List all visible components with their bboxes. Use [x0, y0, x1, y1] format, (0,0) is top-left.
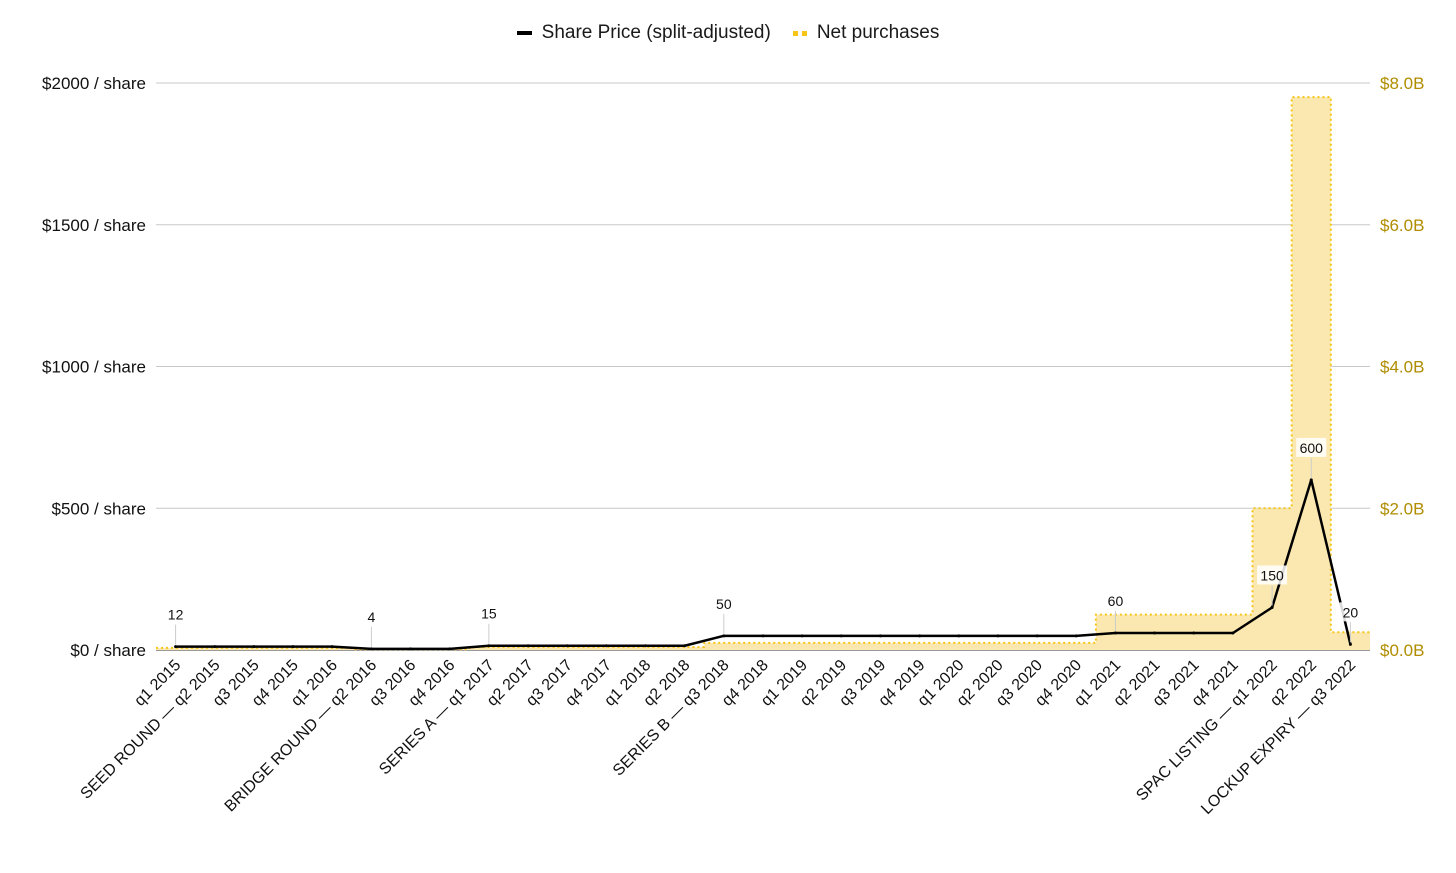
share-price-point — [722, 634, 726, 638]
data-label: 20 — [1343, 604, 1359, 620]
share-price-point — [448, 647, 452, 651]
share-price-point — [565, 644, 569, 648]
share-price-point — [800, 634, 804, 638]
legend-label-net-purchases: Net purchases — [816, 22, 940, 43]
y-right-tick-label: $2.0B — [1380, 499, 1424, 518]
data-label-bg — [1296, 437, 1327, 457]
share-price-point — [1074, 634, 1078, 638]
data-labels: 12 4 15 50 60 150 600 20 — [164, 437, 1362, 647]
data-label: 50 — [716, 596, 732, 612]
y-right-tick-label: $8.0B — [1380, 74, 1424, 93]
data-label-bg — [1257, 565, 1288, 585]
share-price-point — [1035, 634, 1039, 638]
share-price-point — [174, 645, 178, 649]
share-price-point — [487, 644, 491, 648]
share-price-point — [1192, 631, 1196, 635]
share-price-point — [1231, 631, 1235, 635]
share-price-point — [1113, 631, 1117, 635]
share-price-point — [839, 634, 843, 638]
y-right-tick-label: $0.0B — [1380, 641, 1424, 660]
share-price-point — [644, 644, 648, 648]
legend: Share Price (split-adjusted) Net purchas… — [0, 18, 1456, 48]
y-left-tick-label: $2000 / share — [42, 74, 146, 93]
share-price-point — [761, 634, 765, 638]
share-price-point — [330, 645, 334, 649]
data-label-bg — [164, 604, 187, 624]
y-left-tick-label: $1500 / share — [42, 216, 146, 235]
data-label: 15 — [481, 606, 497, 622]
share-price-point — [957, 634, 961, 638]
share-price-point — [918, 634, 922, 638]
net-purchases-outline — [156, 96, 1370, 651]
legend-label-share-price: Share Price (split-adjusted) — [541, 22, 771, 43]
y-left-tick-label: $0 / share — [70, 641, 146, 660]
line-swatch — [516, 31, 532, 35]
dotted-swatch — [792, 30, 807, 36]
data-label-bg — [364, 606, 379, 626]
data-label-bg — [1339, 602, 1362, 622]
y-left-tick-label: $500 / share — [51, 499, 146, 518]
share-price-point — [252, 645, 256, 649]
share-price-point — [1309, 478, 1313, 482]
right-axis: $0.0B $2.0B $4.0B $6.0B $8.0B — [1380, 74, 1424, 660]
data-label-bg — [477, 603, 500, 623]
data-label-bg — [712, 593, 735, 613]
net-purchases-series — [156, 96, 1370, 651]
gridlines — [156, 82, 1370, 651]
share-price-point — [213, 645, 217, 649]
data-label: 600 — [1300, 440, 1324, 456]
legend-item-share-price[interactable]: Share Price (split-adjusted) — [516, 22, 771, 44]
y-left-tick-label: $1000 / share — [42, 358, 146, 377]
share-price-point — [996, 634, 1000, 638]
data-label-bg — [1104, 590, 1127, 610]
legend-item-net-purchases[interactable]: Net purchases — [792, 22, 940, 44]
y-right-tick-label: $4.0B — [1380, 358, 1424, 377]
share-price-series — [174, 478, 1352, 651]
share-price-point — [604, 644, 608, 648]
left-axis: $0 / share $500 / share $1000 / share $1500… — [42, 74, 146, 660]
share-price-point — [291, 645, 295, 649]
share-price-point — [409, 647, 413, 651]
net-purchases-area — [156, 97, 1370, 651]
data-label: 4 — [367, 609, 375, 625]
share-price-point — [1270, 605, 1274, 609]
share-price-point — [526, 644, 530, 648]
share-price-point — [1153, 631, 1157, 635]
y-right-tick-label: $6.0B — [1380, 216, 1424, 235]
data-label: 60 — [1108, 593, 1124, 609]
share-price-point — [878, 634, 882, 638]
share-price-point — [1348, 642, 1352, 646]
share-price-point — [683, 644, 687, 648]
share-price-point — [369, 647, 373, 651]
data-label: 12 — [168, 607, 184, 623]
data-label: 150 — [1260, 567, 1284, 583]
